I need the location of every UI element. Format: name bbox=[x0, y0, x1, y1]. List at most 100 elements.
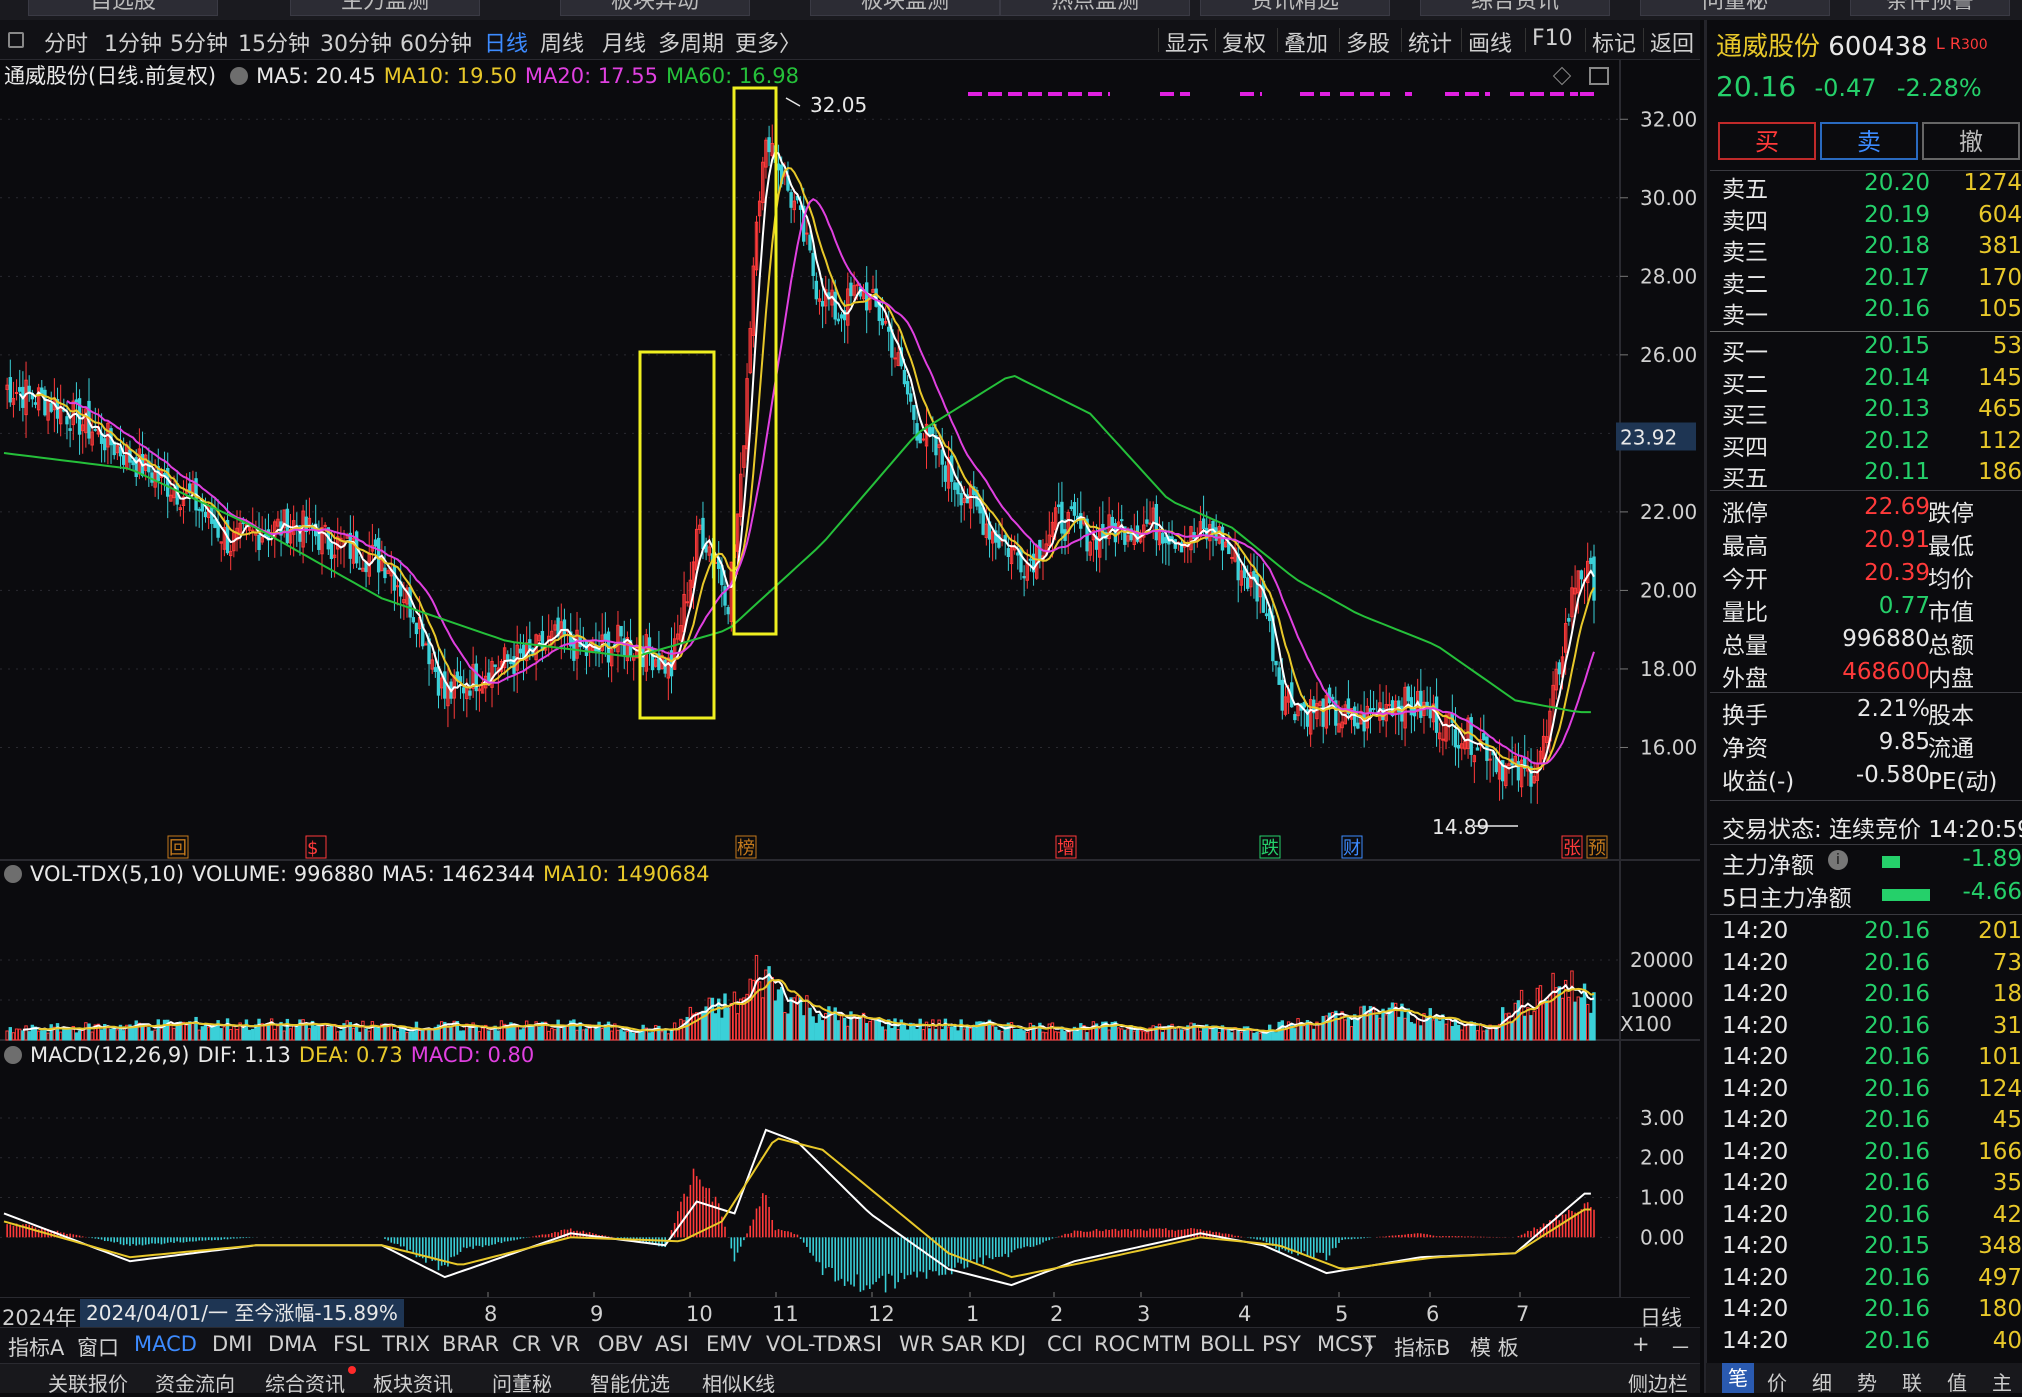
indicator-tab[interactable]: FSL bbox=[333, 1332, 370, 1356]
cancel-order-button[interactable]: 撤 bbox=[1922, 122, 2020, 160]
indicator-tab[interactable]: VR bbox=[551, 1332, 580, 1356]
indicator-tab[interactable]: VOL-TDX bbox=[766, 1332, 857, 1356]
top-tab[interactable]: 问董秘 bbox=[1640, 0, 1830, 16]
quote-tab[interactable]: 势 bbox=[1857, 1371, 1877, 1395]
bid-row[interactable]: 买三 20.13 465 bbox=[1722, 396, 2022, 429]
indicator-tab[interactable]: DMA bbox=[268, 1332, 317, 1356]
quote-tab[interactable]: 笔 bbox=[1722, 1363, 1754, 1393]
indicator-tab[interactable]: SAR bbox=[941, 1332, 984, 1356]
period-tab[interactable]: 周线 bbox=[540, 32, 585, 57]
indicator-tab[interactable]: KDJ bbox=[990, 1332, 1027, 1356]
indicator-tab[interactable]: PSY bbox=[1262, 1332, 1301, 1356]
indicator-tab[interactable]: MTM bbox=[1142, 1332, 1192, 1356]
indicator-tab[interactable]: BRAR bbox=[442, 1332, 500, 1356]
quote-tab[interactable]: 价 bbox=[1767, 1371, 1787, 1395]
bottom-tab[interactable]: 板块资讯 bbox=[373, 1372, 453, 1396]
quote-tab[interactable]: 细 bbox=[1812, 1371, 1832, 1395]
indicator-tab[interactable]: BOLL bbox=[1200, 1332, 1254, 1356]
top-tab[interactable]: 综合资讯 bbox=[1420, 0, 1610, 16]
period-tab[interactable]: 多周期 bbox=[658, 32, 725, 57]
bid-row[interactable]: 买四 20.12 112 bbox=[1722, 428, 2022, 461]
info-icon[interactable]: i bbox=[1828, 850, 1848, 870]
period-tab[interactable]: 1分钟 bbox=[104, 32, 162, 57]
top-tab[interactable]: 主力监测 bbox=[290, 0, 480, 16]
indicator-tab[interactable]: DMI bbox=[212, 1332, 253, 1356]
top-tab[interactable]: 自选股 bbox=[28, 0, 218, 16]
indicator-tab[interactable]: ROC bbox=[1094, 1332, 1140, 1356]
period-tab[interactable]: 日线 bbox=[484, 32, 529, 57]
bottom-tab[interactable]: 智能优选 bbox=[590, 1372, 670, 1396]
period-tab[interactable]: 15分钟 bbox=[238, 32, 310, 57]
period-tab[interactable]: 5分钟 bbox=[170, 32, 228, 57]
indicator-tab[interactable]: － bbox=[1670, 1336, 1691, 1360]
period-tab[interactable]: 更多〉 bbox=[735, 32, 802, 57]
top-tab[interactable]: 板块监测 bbox=[810, 0, 1000, 16]
kline-chart[interactable]: 32.0030.0028.0026.0024.0022.0020.0018.00… bbox=[0, 60, 1700, 1297]
indicator-tab[interactable]: ASI bbox=[655, 1332, 689, 1356]
candle-body bbox=[842, 310, 847, 321]
period-tab[interactable]: 分时 bbox=[44, 32, 89, 57]
indicator-tab[interactable]: 指标A bbox=[8, 1336, 65, 1360]
indicator-tab[interactable]: RSI bbox=[848, 1332, 883, 1356]
bottom-tab[interactable]: 综合资讯 bbox=[265, 1372, 345, 1396]
indicator-tab-bar: 指标A 窗口 MACD DMI DMA FSL TRIX BRAR CR VR OBV ASI EMV V… bbox=[0, 1327, 1700, 1363]
quote-tab[interactable]: 联 bbox=[1902, 1371, 1922, 1395]
chart-tool-button[interactable]: 多股 bbox=[1346, 32, 1391, 57]
indicator-tab[interactable]: EMV bbox=[706, 1332, 752, 1356]
indicator-tab[interactable]: MCST bbox=[1317, 1332, 1376, 1356]
diamond-icon[interactable] bbox=[1552, 66, 1572, 86]
indicator-tab[interactable]: 指标B bbox=[1394, 1336, 1451, 1360]
ask-row[interactable]: 卖三 20.18 381 bbox=[1722, 233, 2022, 266]
indicator-tab[interactable]: 窗口 bbox=[77, 1336, 119, 1360]
indicator-tab[interactable]: + bbox=[1632, 1332, 1650, 1356]
sell-button[interactable]: 卖 bbox=[1820, 122, 1918, 160]
chart-tool-button[interactable]: 统计 bbox=[1408, 32, 1453, 57]
volume-bar bbox=[1327, 1012, 1332, 1041]
quote-tab[interactable]: 值 bbox=[1947, 1371, 1967, 1395]
chart-tool-button[interactable]: 返回 bbox=[1650, 32, 1695, 57]
chart-tool-button[interactable]: 画线 bbox=[1468, 32, 1513, 57]
chart-tool-button[interactable]: 叠加 bbox=[1284, 32, 1329, 57]
top-tab[interactable]: 资讯精选 bbox=[1200, 0, 1390, 16]
period-tab[interactable]: 月线 bbox=[602, 32, 647, 57]
ask-row[interactable]: 卖四 20.19 604 bbox=[1722, 202, 2022, 235]
chart-tool-button[interactable]: 显示 bbox=[1165, 32, 1210, 57]
vol-settings-icon[interactable] bbox=[4, 865, 22, 883]
ask-row[interactable]: 卖五 20.20 1274 bbox=[1722, 170, 2022, 203]
indicator-tab[interactable]: CR bbox=[512, 1332, 542, 1356]
top-tab[interactable]: 板块异动 bbox=[560, 0, 750, 16]
chart-tool-button[interactable]: 标记 bbox=[1592, 32, 1637, 57]
quote-tab[interactable]: 主 bbox=[1992, 1371, 2012, 1395]
candle-body bbox=[93, 428, 98, 431]
bid-row[interactable]: 买一 20.15 53 bbox=[1722, 333, 2022, 366]
macd-settings-icon[interactable] bbox=[4, 1046, 22, 1064]
top-tab[interactable]: 热点监测 bbox=[1000, 0, 1190, 16]
indicator-tab[interactable]: MACD bbox=[134, 1332, 197, 1356]
period-tab[interactable]: 60分钟 bbox=[400, 32, 472, 57]
chart-tool-button[interactable]: F10 bbox=[1532, 26, 1573, 51]
chart-tool-button[interactable]: 复权 bbox=[1222, 32, 1267, 57]
bottom-tab[interactable]: 关联报价 bbox=[48, 1372, 128, 1396]
volume-bar bbox=[1182, 1029, 1187, 1041]
bid-row[interactable]: 买五 20.11 186 bbox=[1722, 459, 2022, 492]
indicator-tab[interactable]: CCI bbox=[1047, 1332, 1083, 1356]
volume-bar bbox=[672, 1022, 677, 1041]
indicator-settings-icon[interactable] bbox=[230, 67, 249, 85]
bid-row[interactable]: 买二 20.14 145 bbox=[1722, 365, 2022, 398]
indicator-tab[interactable]: 〉 bbox=[1364, 1336, 1385, 1360]
top-tab[interactable]: 条件预警 bbox=[1850, 0, 2010, 16]
panel-toggle-icon[interactable] bbox=[1589, 67, 1609, 85]
ask-row[interactable]: 卖一 20.16 105 bbox=[1722, 296, 2022, 329]
ask-row[interactable]: 卖二 20.17 170 bbox=[1722, 265, 2022, 298]
indicator-tab[interactable]: 模 板 bbox=[1470, 1336, 1519, 1360]
indicator-tab[interactable]: TRIX bbox=[382, 1332, 430, 1356]
indicator-tab[interactable]: WR bbox=[899, 1332, 935, 1356]
bottom-tab[interactable]: 问董秘 bbox=[492, 1372, 552, 1396]
bottom-tab[interactable]: 侧边栏 bbox=[1628, 1372, 1688, 1396]
buy-button[interactable]: 买 bbox=[1718, 122, 1816, 160]
indicator-tab[interactable]: OBV bbox=[598, 1332, 643, 1356]
sidebar-toggle-icon[interactable] bbox=[8, 32, 24, 48]
bottom-tab[interactable]: 资金流向 bbox=[155, 1372, 235, 1396]
bottom-tab[interactable]: 相似K线 bbox=[702, 1372, 776, 1396]
period-tab[interactable]: 30分钟 bbox=[320, 32, 392, 57]
